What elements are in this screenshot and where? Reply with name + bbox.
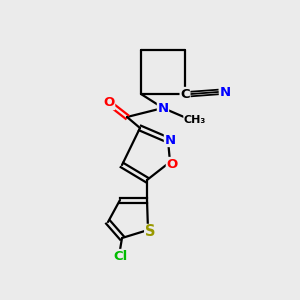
- Text: N: N: [158, 101, 169, 115]
- Text: N: N: [219, 85, 231, 98]
- Text: N: N: [164, 134, 175, 146]
- Text: O: O: [167, 158, 178, 170]
- Text: O: O: [103, 97, 115, 110]
- Text: S: S: [145, 224, 155, 239]
- Text: CH₃: CH₃: [184, 115, 206, 125]
- Text: Cl: Cl: [113, 250, 127, 262]
- Text: C: C: [180, 88, 190, 100]
